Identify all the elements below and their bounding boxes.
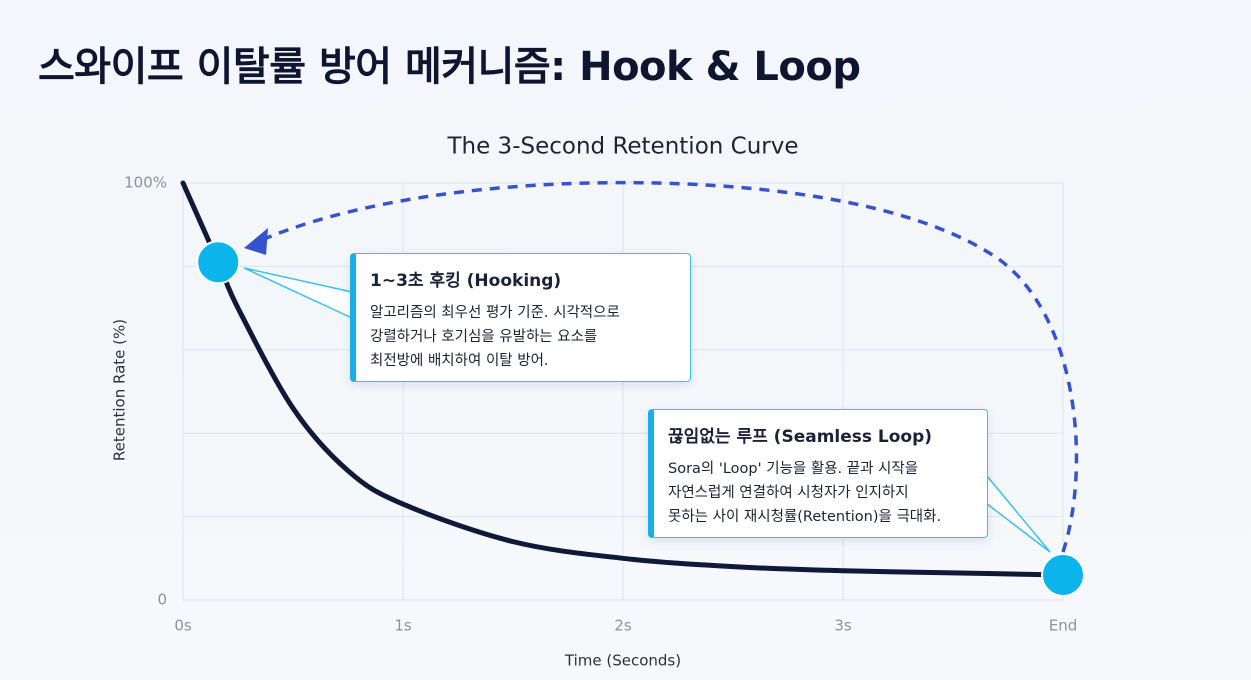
- callout-line: 최전방에 배치하여 이탈 방어.: [370, 353, 549, 369]
- chart-title: The 3-Second Retention Curve: [446, 134, 798, 160]
- page-title: 스와이프 이탈률 방어 메커니즘: Hook & Loop: [38, 44, 861, 90]
- y-tick-label: 100%: [124, 174, 167, 192]
- grid: 0 100% 0s 1s 2s 3s End: [124, 174, 1077, 635]
- callout-tail: [243, 267, 353, 320]
- y-axis-label: Retention Rate (%): [111, 319, 129, 461]
- x-axis-label: Time (Seconds): [564, 652, 681, 670]
- callout-line: Sora의 'Loop' 기능을 활용. 끝과 시작을: [668, 461, 919, 477]
- x-tick-label: 2s: [614, 617, 632, 635]
- callout-title: 끊임없는 루프 (Seamless Loop): [668, 427, 933, 447]
- callout-line: 못하는 사이 재시청률(Retention)을 극대화.: [668, 509, 942, 525]
- x-tick-label: 0s: [174, 617, 192, 635]
- y-tick-label: 0: [157, 591, 167, 609]
- plot: [180, 180, 1085, 597]
- callout-line: 알고리즘의 최우선 평가 기준. 시각적으로: [370, 305, 620, 321]
- highlight-point: [196, 240, 241, 285]
- x-tick-label: 1s: [394, 617, 412, 635]
- callout-line: 강렬하거나 호기심을 유발하는 요소를: [370, 329, 598, 345]
- callout-title: 1~3초 후킹 (Hooking): [370, 271, 562, 291]
- x-tick-label: 3s: [834, 617, 852, 635]
- arrow-head: [244, 228, 268, 255]
- highlight-point: [1041, 552, 1085, 597]
- retention-curve: [180, 180, 1066, 578]
- callout-line: 자연스럽게 연결하여 시청자가 인지하지: [668, 485, 909, 501]
- x-tick-label: End: [1049, 617, 1078, 635]
- callout: 끊임없는 루프 (Seamless Loop) Sora의 'Loop' 기능을…: [648, 409, 988, 538]
- callout-tail: [981, 467, 1051, 553]
- callout: 1~3초 후킹 (Hooking) 알고리즘의 최우선 평가 기준. 시각적으로…: [350, 253, 691, 382]
